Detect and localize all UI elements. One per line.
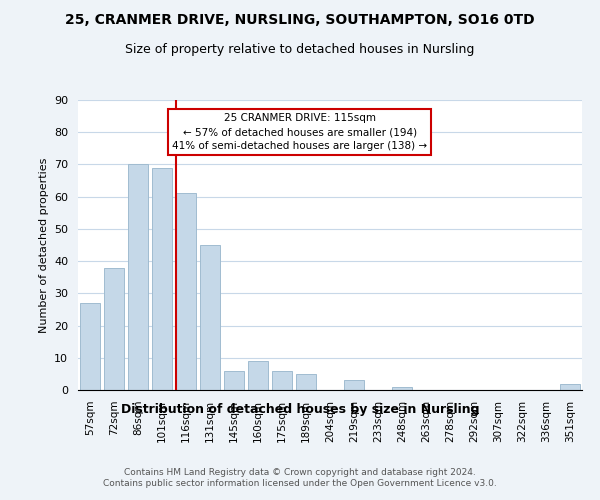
Text: Size of property relative to detached houses in Nursling: Size of property relative to detached ho… (125, 42, 475, 56)
Bar (104, 268, 124, 390)
Y-axis label: Number of detached properties: Number of detached properties (38, 158, 49, 332)
Bar (392, 387, 412, 390)
Bar (344, 380, 364, 390)
Bar (296, 374, 316, 390)
Bar (272, 370, 292, 390)
Bar (152, 168, 172, 390)
Text: Distribution of detached houses by size in Nursling: Distribution of detached houses by size … (121, 402, 479, 415)
Bar (128, 164, 148, 390)
Text: 25 CRANMER DRIVE: 115sqm
← 57% of detached houses are smaller (194)
41% of semi-: 25 CRANMER DRIVE: 115sqm ← 57% of detach… (172, 113, 427, 151)
Bar (176, 194, 196, 390)
Bar (248, 361, 268, 390)
Text: Contains HM Land Registry data © Crown copyright and database right 2024.
Contai: Contains HM Land Registry data © Crown c… (103, 468, 497, 487)
Bar (560, 384, 580, 390)
Text: 25, CRANMER DRIVE, NURSLING, SOUTHAMPTON, SO16 0TD: 25, CRANMER DRIVE, NURSLING, SOUTHAMPTON… (65, 12, 535, 26)
Bar (200, 245, 220, 390)
Bar (224, 370, 244, 390)
Bar (80, 303, 100, 390)
